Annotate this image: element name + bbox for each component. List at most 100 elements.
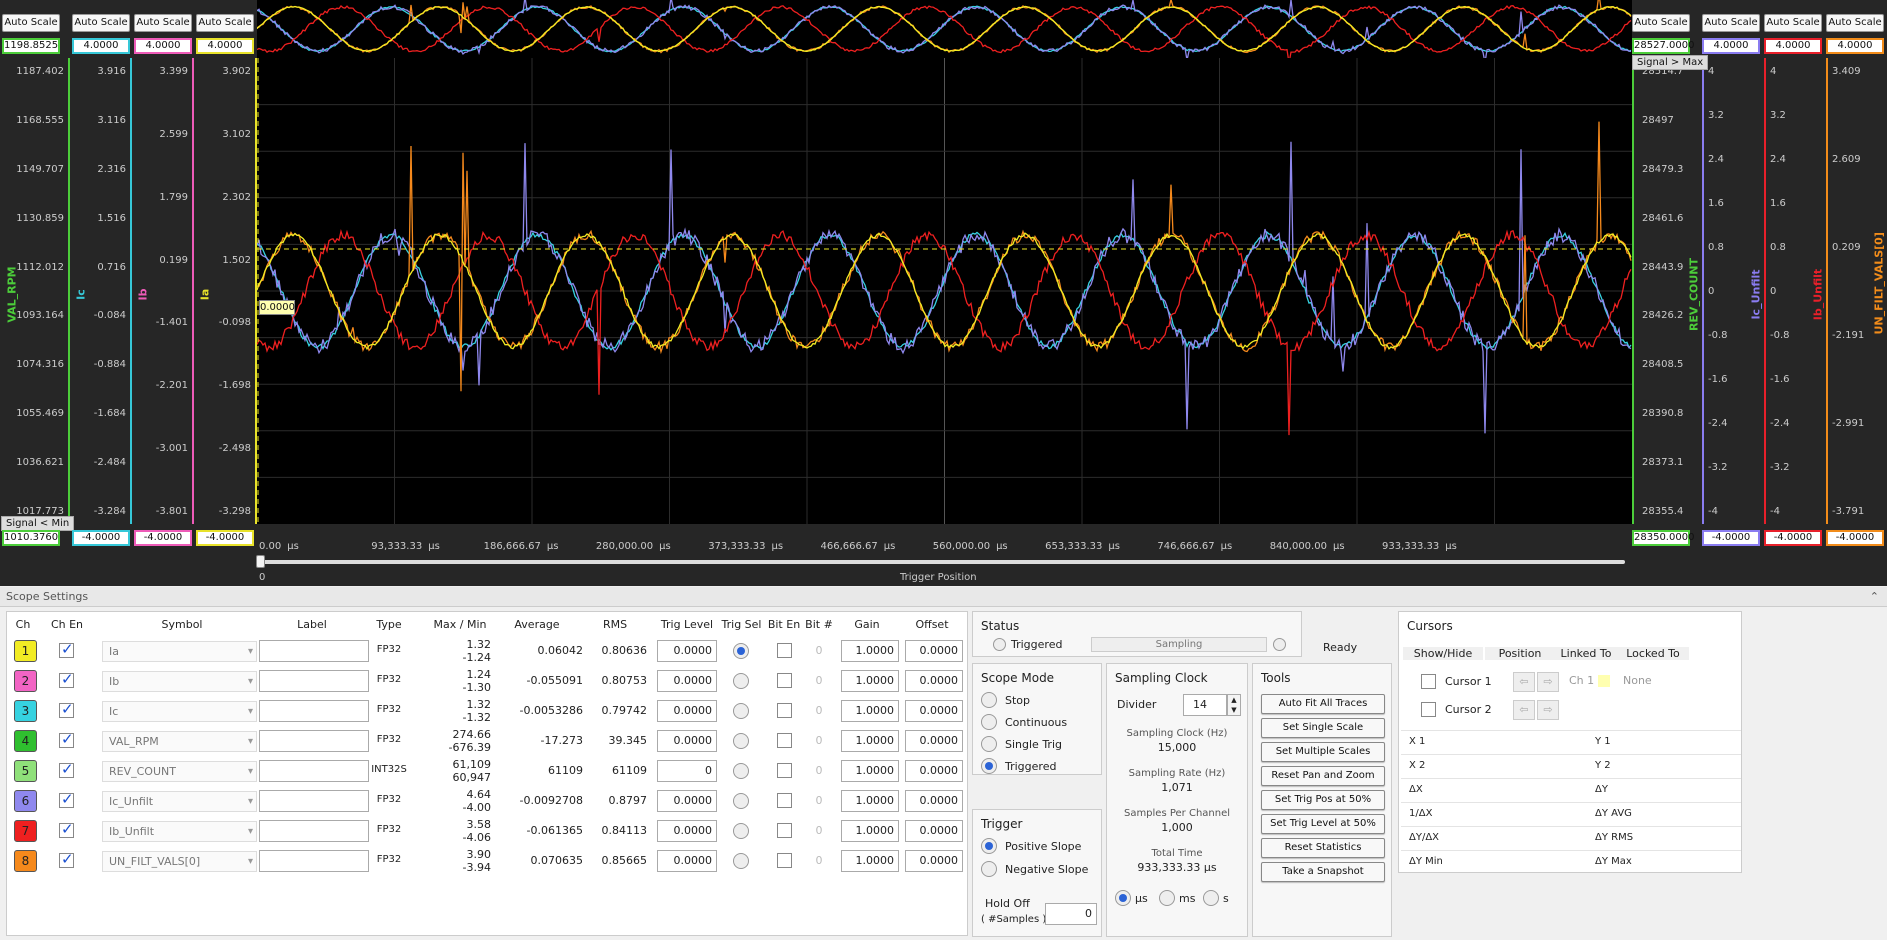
- trig-select-radio[interactable]: [733, 853, 749, 869]
- channel-number-badge[interactable]: 1: [14, 640, 37, 662]
- collapse-icon[interactable]: ⌃: [1869, 590, 1879, 603]
- channel-number-badge[interactable]: 5: [14, 760, 37, 782]
- gain-input[interactable]: 1.0000: [841, 790, 899, 812]
- axis-min-input-val_rpm[interactable]: 1010.3760: [2, 530, 60, 546]
- trig-level-input[interactable]: 0.0000: [657, 670, 717, 692]
- auto-scale-button-val_rpm[interactable]: Auto Scale: [2, 14, 60, 32]
- time-unit-radio[interactable]: [1115, 890, 1131, 906]
- tool-button-take-a-snapshot[interactable]: Take a Snapshot: [1261, 862, 1385, 882]
- gain-input[interactable]: 1.0000: [841, 730, 899, 752]
- axis-min-input-ia[interactable]: -4.0000: [196, 530, 254, 546]
- trig-level-input[interactable]: 0: [657, 760, 717, 782]
- axis-min-input-ic_unfilt[interactable]: -4.0000: [1702, 530, 1760, 546]
- auto-scale-button-un_filt_vals[0][interactable]: Auto Scale: [1826, 14, 1884, 32]
- offset-input[interactable]: 0.0000: [905, 670, 963, 692]
- channel-enable-checkbox[interactable]: [59, 820, 74, 838]
- offset-input[interactable]: 0.0000: [905, 820, 963, 842]
- divider-spinner[interactable]: ▲ ▼: [1227, 694, 1241, 716]
- bit-enable-checkbox[interactable]: [777, 703, 792, 718]
- symbol-select[interactable]: REV_COUNT: [102, 761, 257, 782]
- channel-number-badge[interactable]: 4: [14, 730, 37, 752]
- label-input[interactable]: [259, 760, 369, 782]
- cursor-right-arrow-icon[interactable]: ⇨: [1537, 672, 1559, 692]
- trig-select-radio[interactable]: [733, 643, 749, 659]
- label-input[interactable]: [259, 790, 369, 812]
- tool-button-reset-statistics[interactable]: Reset Statistics: [1261, 838, 1385, 858]
- label-input[interactable]: [259, 820, 369, 842]
- bit-enable-checkbox[interactable]: [777, 763, 792, 778]
- channel-enable-checkbox[interactable]: [59, 670, 74, 688]
- cursor-linked-select[interactable]: Ch 1: [1569, 674, 1615, 692]
- label-input[interactable]: [259, 700, 369, 722]
- plot-area[interactable]: 0.0000: [256, 58, 1632, 524]
- gain-input[interactable]: 1.0000: [841, 760, 899, 782]
- symbol-select[interactable]: Ic_Unfilt: [102, 791, 257, 812]
- channel-enable-checkbox[interactable]: [59, 760, 74, 778]
- y-axis-ic[interactable]: 3.916 3.116 2.316 1.516 0.716 -0.084 -0.884 -1.…: [70, 58, 132, 524]
- offset-input[interactable]: 0.0000: [905, 760, 963, 782]
- cursor-left-arrow-icon[interactable]: ⇦: [1513, 672, 1535, 692]
- axis-min-input-rev_count[interactable]: 28350.0000: [1632, 530, 1694, 546]
- cursor-show-checkbox[interactable]: [1421, 674, 1436, 689]
- bit-enable-checkbox[interactable]: [777, 673, 792, 688]
- label-input[interactable]: [259, 670, 369, 692]
- y-axis-ic_unfilt[interactable]: 4 3.2 2.4 1.6 0.8 0 -0.8 -1.6 -2.4 -3.2 -4 Ic_Unfil…: [1702, 58, 1764, 524]
- channel-number-badge[interactable]: 8: [14, 850, 37, 872]
- cursor-show-checkbox[interactable]: [1421, 702, 1436, 717]
- y-axis-un_filt_vals[0][interactable]: 3.409 2.609 0.209 -2.191 -2.991 -3.791 UN_FILT…: [1826, 58, 1887, 524]
- auto-scale-button-rev_count[interactable]: Auto Scale: [1632, 14, 1690, 32]
- label-input[interactable]: [259, 640, 369, 662]
- axis-min-input-ib[interactable]: -4.0000: [134, 530, 192, 546]
- trig-select-radio[interactable]: [733, 733, 749, 749]
- channel-enable-checkbox[interactable]: [59, 850, 74, 868]
- trigger-position-handle[interactable]: [256, 555, 265, 568]
- axis-min-input-un_filt_vals[0][interactable]: -4.0000: [1826, 530, 1884, 546]
- channel-number-badge[interactable]: 3: [14, 700, 37, 722]
- y-axis-ia[interactable]: 3.902 3.102 2.302 1.502 -0.098 -1.698 -2.498 -3…: [194, 58, 257, 524]
- tool-button-set-trig-level-at-50-[interactable]: Set Trig Level at 50%: [1261, 814, 1385, 834]
- label-input[interactable]: [259, 850, 369, 872]
- trig-level-input[interactable]: 0.0000: [657, 730, 717, 752]
- axis-max-input-ic_unfilt[interactable]: 4.0000: [1702, 38, 1760, 54]
- trig-select-radio[interactable]: [733, 823, 749, 839]
- symbol-select[interactable]: Ib: [102, 671, 257, 692]
- tool-button-reset-pan-and-zoom[interactable]: Reset Pan and Zoom: [1261, 766, 1385, 786]
- y-axis-val_rpm[interactable]: 1187.402 1168.555 1149.707 1130.859 1112.012…: [0, 58, 70, 524]
- channel-number-badge[interactable]: 7: [14, 820, 37, 842]
- tool-button-auto-fit-all-traces[interactable]: Auto Fit All Traces: [1261, 694, 1385, 714]
- trigger-position-slider[interactable]: [256, 555, 1625, 568]
- offset-input[interactable]: 0.0000: [905, 640, 963, 662]
- axis-max-input-val_rpm[interactable]: 1198.8525: [2, 38, 60, 54]
- axis-max-input-un_filt_vals[0][interactable]: 4.0000: [1826, 38, 1884, 54]
- gain-input[interactable]: 1.0000: [841, 640, 899, 662]
- gain-input[interactable]: 1.0000: [841, 850, 899, 872]
- y-axis-ib[interactable]: 3.399 2.599 1.799 0.199 -1.401 -2.201 -3.001 -3…: [132, 58, 194, 524]
- trig-level-input[interactable]: 0.0000: [657, 820, 717, 842]
- trig-select-radio[interactable]: [733, 793, 749, 809]
- trigger-slope-radio[interactable]: [981, 861, 997, 877]
- auto-scale-button-ib[interactable]: Auto Scale: [134, 14, 192, 32]
- gain-input[interactable]: 1.0000: [841, 820, 899, 842]
- offset-input[interactable]: 0.0000: [905, 700, 963, 722]
- bit-enable-checkbox[interactable]: [777, 733, 792, 748]
- bit-enable-checkbox[interactable]: [777, 853, 792, 868]
- symbol-select[interactable]: Ic: [102, 701, 257, 722]
- scope-mode-radio[interactable]: [981, 736, 997, 752]
- trigger-slope-radio[interactable]: [981, 838, 997, 854]
- channel-enable-checkbox[interactable]: [59, 790, 74, 808]
- cursor-right-arrow-icon[interactable]: ⇨: [1537, 700, 1559, 720]
- cursor-locked-select[interactable]: None: [1623, 674, 1693, 692]
- channel-number-badge[interactable]: 6: [14, 790, 37, 812]
- auto-scale-button-ic[interactable]: Auto Scale: [72, 14, 130, 32]
- y-axis-ib_unfilt[interactable]: 4 3.2 2.4 1.6 0.8 0 -0.8 -1.6 -2.4 -3.2 -4 Ib_Unfil…: [1764, 58, 1826, 524]
- tool-button-set-trig-pos-at-50-[interactable]: Set Trig Pos at 50%: [1261, 790, 1385, 810]
- offset-input[interactable]: 0.0000: [905, 730, 963, 752]
- scope-mode-radio[interactable]: [981, 714, 997, 730]
- symbol-select[interactable]: Ia: [102, 641, 257, 662]
- offset-input[interactable]: 0.0000: [905, 790, 963, 812]
- y-axis-rev_count[interactable]: 28514.7 28497 28479.3 28461.6 28443.9 28426.2…: [1632, 58, 1702, 524]
- channel-enable-checkbox[interactable]: [59, 730, 74, 748]
- channel-enable-checkbox[interactable]: [59, 640, 74, 658]
- divider-input[interactable]: 14: [1183, 694, 1227, 716]
- time-unit-radio[interactable]: [1203, 890, 1219, 906]
